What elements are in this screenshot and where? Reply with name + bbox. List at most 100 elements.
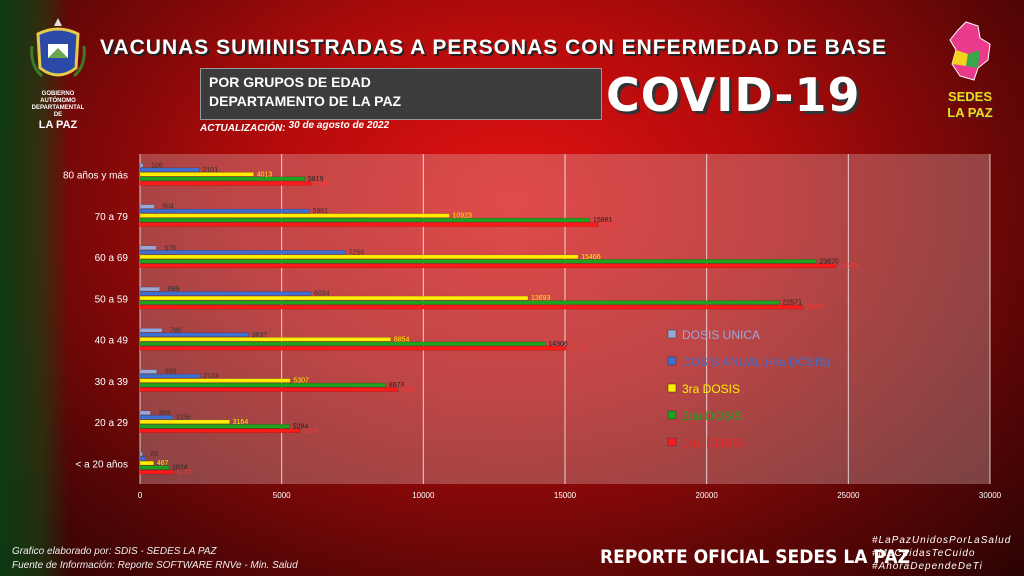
update-line: ACTUALIZACIÓN: 30 de agosto de 2022 bbox=[200, 120, 389, 134]
bar-value-label: 5284 bbox=[293, 423, 309, 430]
category-label: 50 a 59 bbox=[95, 294, 129, 305]
bar-value-label: 2101 bbox=[203, 167, 219, 174]
bar-value-label: 15466 bbox=[581, 254, 601, 261]
gobernacion-text-1: GOBIERNO AUTÓNOMO bbox=[40, 91, 76, 104]
category-label: 20 a 29 bbox=[95, 418, 129, 429]
gobernacion-text-2: DEPARTAMENTAL DE bbox=[31, 105, 85, 118]
bar bbox=[139, 163, 144, 168]
hashtag-2: #MeCuidasTeCuido bbox=[872, 548, 976, 559]
credit-text: Grafico elaborado por: SDIS - SEDES LA P… bbox=[12, 546, 217, 557]
bar bbox=[139, 456, 146, 461]
bar bbox=[139, 254, 579, 259]
bar bbox=[139, 172, 254, 177]
bar-value-label: 3837 bbox=[252, 332, 268, 339]
x-tick-label: 0 bbox=[138, 491, 143, 500]
bar-value-label: 487 bbox=[157, 460, 169, 467]
page-title: VACUNAS SUMINISTRADAS A PERSONAS CON ENF… bbox=[100, 36, 887, 59]
bar-value-label: 5307 bbox=[293, 378, 309, 385]
source-text: Fuente de Información: Reporte SOFTWARE … bbox=[12, 560, 298, 571]
bar-value-label: 5626 bbox=[302, 428, 318, 435]
bar bbox=[139, 300, 780, 305]
bar-value-label: 1172 bbox=[176, 469, 191, 476]
bar bbox=[139, 204, 155, 209]
bar-value-label: 15025 bbox=[569, 345, 589, 352]
bar bbox=[139, 378, 291, 383]
bar-value-label: 4013 bbox=[257, 171, 273, 178]
bar bbox=[139, 373, 201, 379]
bar-value-label: 1156 bbox=[176, 414, 191, 421]
legend-swatch bbox=[667, 356, 677, 366]
bar-value-label: 86 bbox=[150, 451, 158, 458]
category-labels-group: 80 años y más 70 a 79 60 a 69 50 a 59 40 a 4… bbox=[63, 171, 128, 471]
bar bbox=[139, 451, 143, 457]
bar-value-label: 8673 bbox=[389, 382, 405, 389]
bar bbox=[139, 469, 174, 475]
x-tick-label: 25000 bbox=[837, 491, 860, 500]
bar-value-label: 3164 bbox=[233, 419, 249, 426]
subtitle-box: POR GRUPOS DE EDAD DEPARTAMENTO DE LA PA… bbox=[200, 68, 602, 120]
x-tick-label: 10000 bbox=[412, 491, 435, 500]
bar-value-label: 8854 bbox=[394, 336, 410, 343]
legend: DOSIS UNICA DOSIS ANUAL (4ta DOSIS) 3ra DO… bbox=[667, 328, 830, 450]
bar bbox=[139, 208, 310, 214]
x-tick-label: 30000 bbox=[979, 491, 1002, 500]
bar bbox=[139, 217, 591, 223]
bar bbox=[139, 304, 803, 310]
bar-value-label: 23379 bbox=[805, 304, 825, 311]
update-label: ACTUALIZACIÓN: bbox=[200, 123, 286, 134]
bar-value-label: 7256 bbox=[349, 249, 365, 256]
bar-value-label: 1024 bbox=[172, 465, 188, 472]
bar bbox=[139, 465, 170, 470]
bar bbox=[139, 415, 173, 420]
x-tick-label: 20000 bbox=[696, 491, 719, 500]
bar-value-label: 699 bbox=[168, 286, 180, 293]
sedes-text-2: LA PAZ bbox=[947, 105, 993, 120]
bar bbox=[139, 460, 154, 466]
bar bbox=[139, 410, 151, 415]
bar bbox=[139, 181, 312, 186]
bar bbox=[139, 428, 300, 433]
bar bbox=[139, 337, 392, 342]
report-label: REPORTE OFICIAL SEDES LA PAZ bbox=[600, 546, 911, 568]
bar bbox=[139, 328, 163, 333]
legend-swatch bbox=[667, 329, 677, 339]
bar-value-label: 14306 bbox=[548, 341, 568, 348]
bar bbox=[139, 259, 817, 264]
bar bbox=[139, 250, 346, 255]
bar bbox=[139, 291, 312, 296]
gobernacion-logo: GOBIERNO AUTÓNOMO DEPARTAMENTAL DE LA PA… bbox=[28, 16, 88, 131]
bar-value-label: 576 bbox=[164, 245, 176, 252]
legend-swatch bbox=[667, 410, 677, 420]
covid-label: COVID-19 bbox=[606, 68, 861, 122]
bar-value-label: 22571 bbox=[783, 300, 803, 307]
bar-value-label: 24549 bbox=[839, 263, 859, 270]
legend-swatch bbox=[667, 437, 677, 447]
x-tick-label: 5000 bbox=[273, 491, 291, 500]
bar bbox=[139, 387, 399, 392]
bar bbox=[139, 424, 290, 429]
sedes-text-1: SEDES bbox=[947, 89, 993, 104]
hashtag-3: #AhoraDependeDeTi bbox=[872, 561, 983, 572]
bar-value-label: 10923 bbox=[452, 213, 472, 220]
coat-of-arms-icon bbox=[30, 18, 86, 78]
subtitle-line-1: POR GRUPOS DE EDAD bbox=[209, 74, 371, 90]
bar bbox=[139, 176, 306, 181]
bar-value-label: 595 bbox=[165, 369, 177, 376]
hashtags: #LaPazUnidosPorLaSalud #MeCuidasTeCuido … bbox=[872, 534, 1011, 573]
legend-label: 3ra DOSIS bbox=[682, 382, 740, 396]
category-label: 70 a 79 bbox=[95, 212, 129, 223]
category-label: < a 20 años bbox=[75, 459, 128, 470]
bar bbox=[139, 382, 386, 388]
sedes-logo: SEDES LA PAZ bbox=[944, 20, 996, 120]
bar-value-label: 23870 bbox=[819, 258, 839, 265]
bar bbox=[139, 286, 161, 292]
bar-value-label: 5981 bbox=[312, 208, 328, 215]
bar-value-label: 13693 bbox=[531, 295, 551, 302]
bars-group bbox=[139, 163, 836, 475]
bar bbox=[139, 346, 566, 351]
bar-value-label: 369 bbox=[158, 410, 170, 417]
legend-swatch bbox=[667, 383, 677, 393]
legend-label: DOSIS ANUAL (4ta DOSIS) bbox=[682, 355, 830, 369]
bar-value-label: 2124 bbox=[203, 373, 219, 380]
